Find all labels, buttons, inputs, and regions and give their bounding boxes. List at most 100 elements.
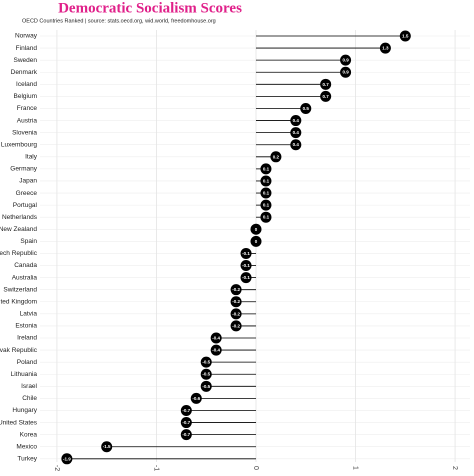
y-tick-label: Czech Republic bbox=[0, 250, 38, 257]
dot bbox=[379, 42, 391, 54]
dot bbox=[230, 296, 242, 308]
value-label: 0.9 bbox=[342, 70, 349, 75]
y-tick-label: Hungary bbox=[12, 407, 37, 414]
y-tick-label: United Kingdom bbox=[0, 298, 37, 305]
dot bbox=[240, 272, 252, 284]
dot bbox=[240, 247, 252, 259]
value-label: 0.4 bbox=[293, 130, 300, 135]
value-label: -0.1 bbox=[242, 275, 250, 280]
y-tick-label: Poland bbox=[17, 359, 38, 366]
dot bbox=[260, 175, 272, 187]
y-tick-label: Japan bbox=[19, 178, 37, 185]
y-tick-label: Italy bbox=[25, 154, 38, 161]
dot bbox=[200, 368, 212, 380]
value-label: -0.5 bbox=[202, 372, 210, 377]
dot bbox=[61, 453, 73, 465]
value-label: -0.7 bbox=[182, 432, 190, 437]
dot bbox=[210, 344, 222, 356]
value-label: -0.2 bbox=[232, 287, 240, 292]
dot bbox=[340, 66, 352, 78]
dot bbox=[230, 284, 242, 296]
dot bbox=[290, 127, 302, 139]
value-label: 0.1 bbox=[263, 191, 270, 196]
chart-title: Democratic Socialism Scores bbox=[58, 0, 242, 16]
y-tick-label: Israel bbox=[21, 383, 37, 390]
x-tick-label: -1 bbox=[153, 465, 160, 471]
y-tick-label: Germany bbox=[10, 166, 37, 173]
value-label: -1.9 bbox=[63, 456, 71, 461]
y-tick-label: Turkey bbox=[17, 456, 37, 463]
dot bbox=[101, 441, 113, 453]
x-tick-label: 2 bbox=[451, 466, 458, 470]
value-label: 0 bbox=[255, 227, 258, 232]
y-tick-label: Austria bbox=[17, 117, 38, 124]
value-label: 0.1 bbox=[263, 178, 270, 183]
y-tick-label: Sweden bbox=[14, 57, 38, 64]
x-tick-label: 1 bbox=[352, 466, 359, 470]
value-label: 0.1 bbox=[263, 203, 270, 208]
value-label: -0.2 bbox=[232, 299, 240, 304]
dot bbox=[230, 308, 242, 320]
dot bbox=[200, 380, 212, 392]
value-label: 1.3 bbox=[382, 46, 389, 51]
value-label: -0.4 bbox=[212, 335, 220, 340]
y-tick-label: United States bbox=[0, 419, 38, 426]
dot bbox=[340, 54, 352, 66]
dot bbox=[200, 356, 212, 368]
dot bbox=[180, 429, 192, 441]
y-tick-label: Greece bbox=[16, 190, 38, 197]
value-label: -0.5 bbox=[202, 360, 210, 365]
y-tick-label: Chile bbox=[22, 395, 37, 402]
value-label: 0.5 bbox=[303, 106, 310, 111]
value-label: 0.1 bbox=[263, 215, 270, 220]
dot bbox=[260, 163, 272, 175]
value-label: 0.7 bbox=[323, 82, 330, 87]
dot bbox=[320, 90, 332, 102]
y-tick-label: Luxembourg bbox=[1, 141, 38, 148]
dot bbox=[180, 417, 192, 429]
dot bbox=[300, 102, 312, 114]
value-label: 0.4 bbox=[293, 118, 300, 123]
value-label: 0 bbox=[255, 239, 258, 244]
value-label: -0.5 bbox=[202, 384, 210, 389]
value-label: 1.5 bbox=[402, 33, 409, 38]
dot bbox=[210, 332, 222, 344]
dot bbox=[399, 30, 411, 42]
y-tick-label: Norway bbox=[15, 33, 38, 40]
value-label: -0.7 bbox=[182, 408, 190, 413]
y-tick-label: Ireland bbox=[17, 335, 37, 342]
y-tick-label: France bbox=[17, 105, 38, 112]
value-label: -0.1 bbox=[242, 251, 250, 256]
y-tick-label: Iceland bbox=[16, 81, 37, 88]
dot bbox=[250, 223, 262, 235]
y-tick-label: Korea bbox=[20, 431, 38, 438]
dot bbox=[180, 404, 192, 416]
chart-subtitle: OECD Countries Ranked | source: stats.oe… bbox=[22, 18, 216, 24]
dot bbox=[230, 320, 242, 332]
dot bbox=[190, 392, 202, 404]
value-label: -0.4 bbox=[212, 348, 220, 353]
value-label: -0.1 bbox=[242, 263, 250, 268]
y-tick-label: Australia bbox=[12, 274, 38, 281]
value-label: -0.7 bbox=[182, 420, 190, 425]
x-tick-label: 0 bbox=[252, 466, 259, 470]
y-tick-label: Canada bbox=[14, 262, 37, 269]
y-tick-label: Estonia bbox=[15, 323, 37, 330]
y-tick-label: Switzerland bbox=[3, 286, 37, 293]
dot bbox=[260, 199, 272, 211]
y-tick-label: Spain bbox=[20, 238, 37, 245]
y-tick-label: Latvia bbox=[20, 311, 38, 318]
dot bbox=[290, 115, 302, 127]
value-label: 0.1 bbox=[263, 166, 270, 171]
value-label: -0.2 bbox=[232, 323, 240, 328]
value-label: -0.2 bbox=[232, 311, 240, 316]
dot bbox=[240, 260, 252, 272]
y-tick-label: Belgium bbox=[14, 93, 37, 100]
y-tick-label: Mexico bbox=[16, 443, 37, 450]
dot bbox=[270, 151, 282, 163]
y-tick-label: Slovak Republic bbox=[0, 347, 38, 354]
y-tick-label: Slovenia bbox=[12, 129, 37, 136]
value-label: 0.4 bbox=[293, 142, 300, 147]
dot bbox=[320, 78, 332, 90]
